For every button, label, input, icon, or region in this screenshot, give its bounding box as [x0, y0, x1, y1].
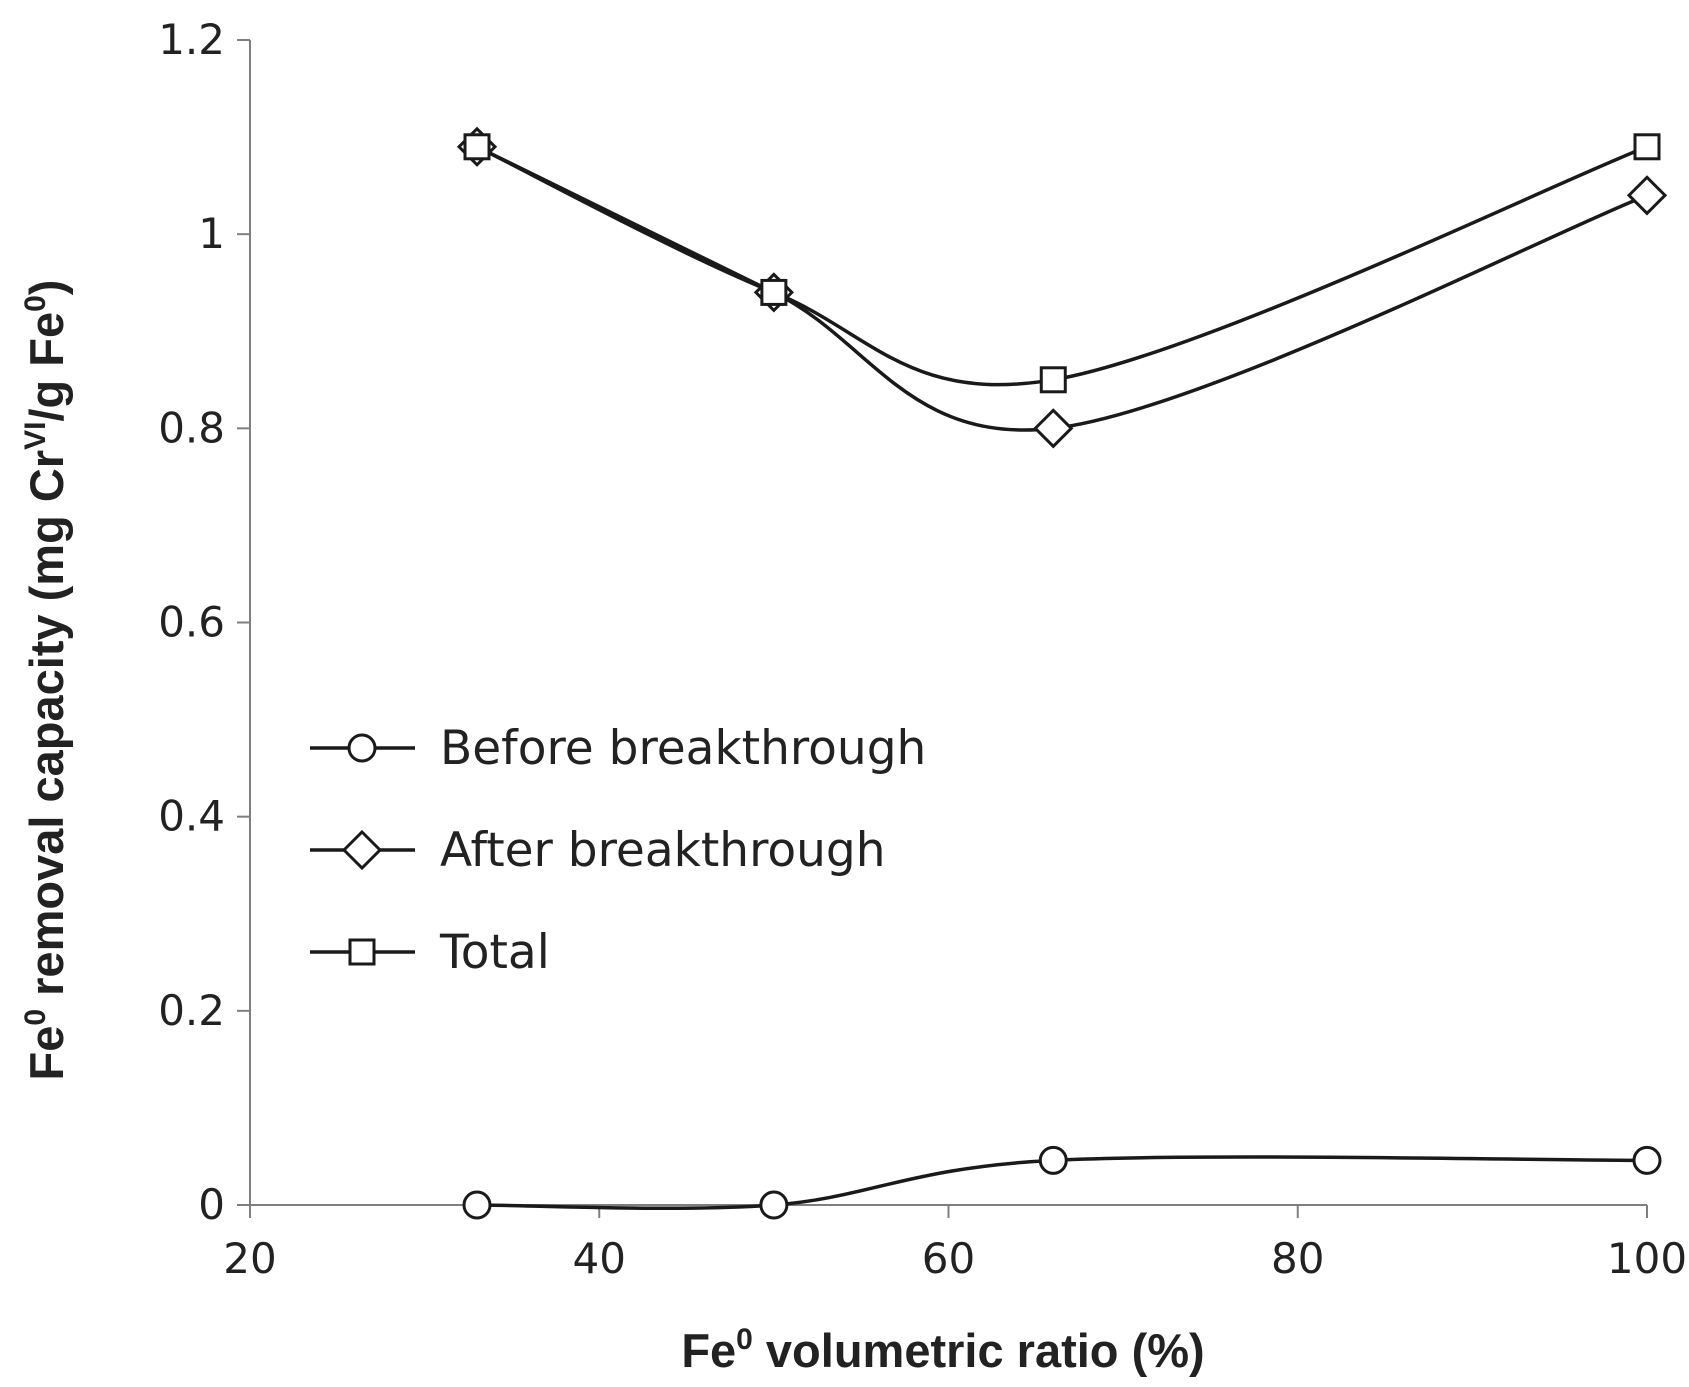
- y-axis-title-middle2: /g Fe: [20, 312, 73, 422]
- legend: Before breakthrough After breakthrough Tot…: [310, 721, 926, 980]
- data-point-before-breakthrough: [1038, 1145, 1068, 1175]
- legend-marker-after-breakthrough: [341, 829, 383, 871]
- series-lines: [476, 145, 1648, 1211]
- y-axis-title-middle: removal capacity (mg Cr: [20, 450, 73, 1009]
- legend-label-total: Total: [439, 925, 550, 980]
- y-axis-title-suffix: ): [20, 280, 73, 296]
- x-tick-label: 20: [223, 1234, 276, 1283]
- x-tick-label: 40: [573, 1234, 626, 1283]
- y-axis-title-sup1: 0: [19, 1009, 52, 1026]
- y-axis-title-sup2: VI: [19, 422, 52, 450]
- data-point-total: [1039, 366, 1067, 394]
- x-axis-title: Fe0 volumetric ratio (%): [681, 1323, 1204, 1377]
- x-axis-title-prefix: Fe: [681, 1324, 736, 1377]
- x-axis-title-sup: 0: [736, 1323, 753, 1356]
- y-tick-label: 0.6: [158, 598, 225, 647]
- x-tick-label: 80: [1271, 1234, 1324, 1283]
- data-point-before-breakthrough: [462, 1190, 492, 1220]
- y-tick-label: 0: [198, 1180, 225, 1229]
- y-axis-title-sup3: 0: [19, 295, 52, 312]
- data-point-before-breakthrough: [759, 1190, 789, 1220]
- series-line-total: [476, 145, 1648, 387]
- data-point-total: [1633, 133, 1661, 161]
- data-point-total: [760, 278, 788, 306]
- y-tick-label: 0.4: [158, 792, 225, 841]
- data-point-before-breakthrough: [1632, 1145, 1662, 1175]
- y-axis-title-prefix: Fe: [20, 1026, 73, 1081]
- series-line-after-breakthrough: [476, 145, 1648, 432]
- y-axis-title: Fe0 removal capacity (mg CrVI/g Fe0): [19, 280, 73, 1081]
- data-point-total: [463, 133, 491, 161]
- data-point-after-breakthrough: [1626, 175, 1668, 216]
- x-axis-title-suffix: volumetric ratio (%): [753, 1324, 1205, 1377]
- legend-marker-before-breakthrough: [347, 733, 377, 763]
- x-tick-label: 100: [1607, 1234, 1687, 1283]
- series-line-before-breakthrough: [477, 1155, 1648, 1211]
- x-tick-label: 60: [922, 1234, 975, 1283]
- y-tick-label: 0.2: [158, 986, 225, 1035]
- legend-marker-total: [348, 938, 376, 966]
- y-tick-label: 1: [198, 209, 225, 258]
- axes: 0 0.2 0.4 0.6 0.8 1 1.2 20 40 60 80 100: [158, 15, 1687, 1283]
- y-tick-label: 1.2: [158, 15, 225, 64]
- series-markers: [456, 126, 1668, 1220]
- legend-label-after-breakthrough: After breakthrough: [440, 823, 886, 878]
- legend-label-before-breakthrough: Before breakthrough: [440, 721, 926, 776]
- y-tick-label: 0.8: [158, 403, 225, 452]
- data-point-after-breakthrough: [1033, 408, 1074, 449]
